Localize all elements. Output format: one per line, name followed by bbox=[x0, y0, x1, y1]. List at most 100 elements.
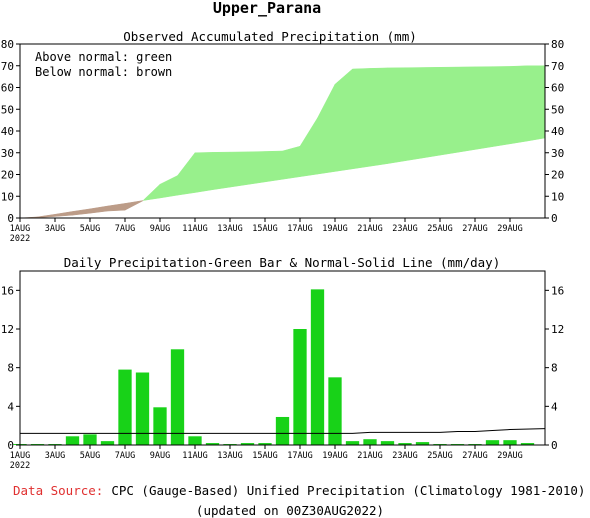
daily-xtick-label-4: 9AUG bbox=[150, 451, 170, 461]
daily-bar-18 bbox=[310, 289, 325, 445]
accumulated-fill-segment-6-0 bbox=[124, 200, 143, 211]
daily-bar-14 bbox=[240, 443, 255, 445]
daily-xtick-label-10: 21AUG bbox=[357, 451, 383, 461]
acc-ytick-label-left-1: 10 bbox=[1, 190, 14, 203]
acc-xtick-label-12: 25AUG bbox=[427, 224, 453, 234]
daily-bar-19 bbox=[328, 377, 342, 445]
accumulated-plot-area bbox=[19, 65, 546, 219]
daily-x-ticks: 1AUG 3AUG 5AUG 7AUG 9AUG 11AUG 13AUG 15AUG 17AUG… bbox=[10, 445, 523, 471]
accumulated-y-ticks-left: 0 10 20 30 40 50 60 70 80 bbox=[1, 38, 20, 225]
daily-bar-4 bbox=[65, 436, 80, 445]
daily-xtick-label-2: 5AUG bbox=[80, 451, 100, 461]
accumulated-fill-segment-22-0 bbox=[404, 67, 423, 162]
accumulated-fill-segment-24-0 bbox=[439, 66, 458, 156]
daily-xtick-label-0: 1AUG bbox=[10, 451, 30, 461]
accumulated-title: Observed Accumulated Precipitation (mm) bbox=[123, 29, 417, 44]
daily-bar-16 bbox=[275, 416, 290, 445]
acc-xtick-label-10: 21AUG bbox=[357, 224, 383, 234]
acc-xtick-year: 2022 bbox=[10, 234, 30, 244]
daily-frame bbox=[19, 270, 546, 446]
daily-bar-11 bbox=[188, 436, 202, 445]
accumulated-x-ticks: 1AUG 3AUG 5AUG 7AUG 9AUG 11AUG 13AUG 15AUG 17AUG… bbox=[10, 218, 523, 244]
acc-ytick-label-left-6: 60 bbox=[1, 82, 14, 95]
accumulated-fill-segment-15-0 bbox=[282, 145, 301, 180]
daily-bar-10 bbox=[170, 349, 185, 445]
accumulated-fill-segment-26-0 bbox=[474, 66, 493, 150]
source-label: Data Source: bbox=[13, 483, 103, 498]
accumulated-fill-segment-18-0 bbox=[334, 68, 353, 172]
accumulated-fill-segment-29-0 bbox=[527, 65, 546, 142]
accumulated-fill-segment-12-0 bbox=[229, 151, 248, 188]
accumulated-fill-segment-23-0 bbox=[422, 67, 441, 159]
accumulated-fill-segment-21-0 bbox=[387, 67, 406, 164]
acc-xtick-label-5: 11AUG bbox=[182, 224, 208, 234]
daily-xtick-year: 2022 bbox=[10, 461, 30, 471]
daily-plot-area bbox=[13, 289, 546, 445]
acc-ytick-label-left-5: 50 bbox=[1, 103, 14, 116]
legend-below: Below normal: brown bbox=[35, 65, 172, 79]
daily-ytick-label-left-0: 0 bbox=[7, 439, 14, 452]
daily-xtick-label-1: 3AUG bbox=[45, 451, 65, 461]
accumulated-fill-segment-9-0 bbox=[177, 152, 196, 196]
accumulated-fill-segment-17-0 bbox=[317, 84, 336, 175]
accumulated-fill-segment-8-0 bbox=[159, 175, 178, 199]
accumulated-fill-segment-3-0 bbox=[72, 208, 91, 216]
daily-bar-23 bbox=[398, 443, 412, 445]
daily-xtick-label-13: 27AUG bbox=[462, 451, 488, 461]
acc-xtick-label-0: 1AUG bbox=[10, 224, 30, 234]
accumulated-fill-segment-14-0 bbox=[264, 150, 283, 183]
accumulated-fill-segment-13-0 bbox=[247, 151, 266, 185]
daily-bar-22 bbox=[380, 441, 395, 445]
daily-ytick-label-left-2: 8 bbox=[7, 362, 14, 375]
acc-ytick-label-left-3: 30 bbox=[1, 147, 14, 160]
accumulated-fill-segment-28-0 bbox=[509, 65, 528, 145]
daily-xtick-label-14: 29AUG bbox=[497, 451, 523, 461]
acc-ytick-label-left-7: 70 bbox=[1, 60, 14, 73]
acc-ytick-label-left-4: 40 bbox=[1, 125, 14, 138]
daily-bar-29 bbox=[503, 440, 517, 445]
daily-xtick-label-7: 15AUG bbox=[252, 451, 278, 461]
daily-xtick-label-11: 23AUG bbox=[392, 451, 418, 461]
accumulated-fill-segment-4-0 bbox=[89, 205, 108, 214]
daily-bar-24 bbox=[415, 442, 430, 445]
acc-xtick-label-6: 13AUG bbox=[217, 224, 243, 234]
daily-bar-7 bbox=[118, 369, 132, 445]
daily-title: Daily Precipitation-Green Bar & Normal-S… bbox=[64, 255, 501, 270]
accumulated-fill-segment-5-0 bbox=[107, 203, 126, 212]
accumulated-fill-segment-25-0 bbox=[457, 66, 476, 153]
daily-y-ticks-right: 0 4 8 12 16 bbox=[545, 284, 564, 452]
daily-ytick-label-right-4: 16 bbox=[551, 284, 564, 297]
accumulated-fill-segment-2-0 bbox=[54, 211, 73, 217]
daily-bar-12 bbox=[205, 443, 220, 445]
acc-ytick-label-right-0: 0 bbox=[551, 212, 558, 225]
daily-ytick-label-left-3: 12 bbox=[1, 323, 14, 336]
acc-ytick-label-left-2: 20 bbox=[1, 169, 14, 182]
accumulated-fill-segment-20-0 bbox=[369, 67, 388, 167]
figure-title: Upper_Parana bbox=[213, 0, 321, 17]
daily-ytick-label-right-1: 4 bbox=[551, 400, 558, 413]
acc-ytick-label-right-7: 70 bbox=[551, 60, 564, 73]
daily-xtick-label-3: 7AUG bbox=[115, 451, 135, 461]
acc-xtick-label-1: 3AUG bbox=[45, 224, 65, 234]
legend-above: Above normal: green bbox=[35, 50, 172, 64]
accumulated-y-ticks-right: 0 10 20 30 40 50 60 70 80 bbox=[545, 38, 564, 225]
acc-xtick-label-9: 19AUG bbox=[322, 224, 348, 234]
daily-ytick-label-left-4: 16 bbox=[1, 284, 14, 297]
daily-xtick-label-8: 17AUG bbox=[287, 451, 313, 461]
acc-ytick-label-left-0: 0 bbox=[7, 212, 14, 225]
daily-bar-6 bbox=[100, 441, 115, 445]
daily-bar-21 bbox=[363, 439, 377, 445]
daily-bar-9 bbox=[153, 407, 167, 445]
daily-bar-5 bbox=[83, 434, 97, 445]
acc-xtick-label-7: 15AUG bbox=[252, 224, 278, 234]
acc-ytick-label-right-2: 20 bbox=[551, 169, 564, 182]
daily-bar-30 bbox=[520, 443, 535, 445]
daily-normal-line bbox=[20, 428, 546, 434]
acc-ytick-label-right-5: 50 bbox=[551, 103, 564, 116]
daily-ytick-label-right-3: 12 bbox=[551, 323, 564, 336]
accumulated-fill-segment-10-0 bbox=[194, 152, 213, 193]
accumulated-fill-segment-27-0 bbox=[492, 66, 511, 147]
daily-xtick-label-12: 25AUG bbox=[427, 451, 453, 461]
daily-bar-20 bbox=[345, 441, 360, 445]
acc-ytick-label-right-3: 30 bbox=[551, 147, 564, 160]
